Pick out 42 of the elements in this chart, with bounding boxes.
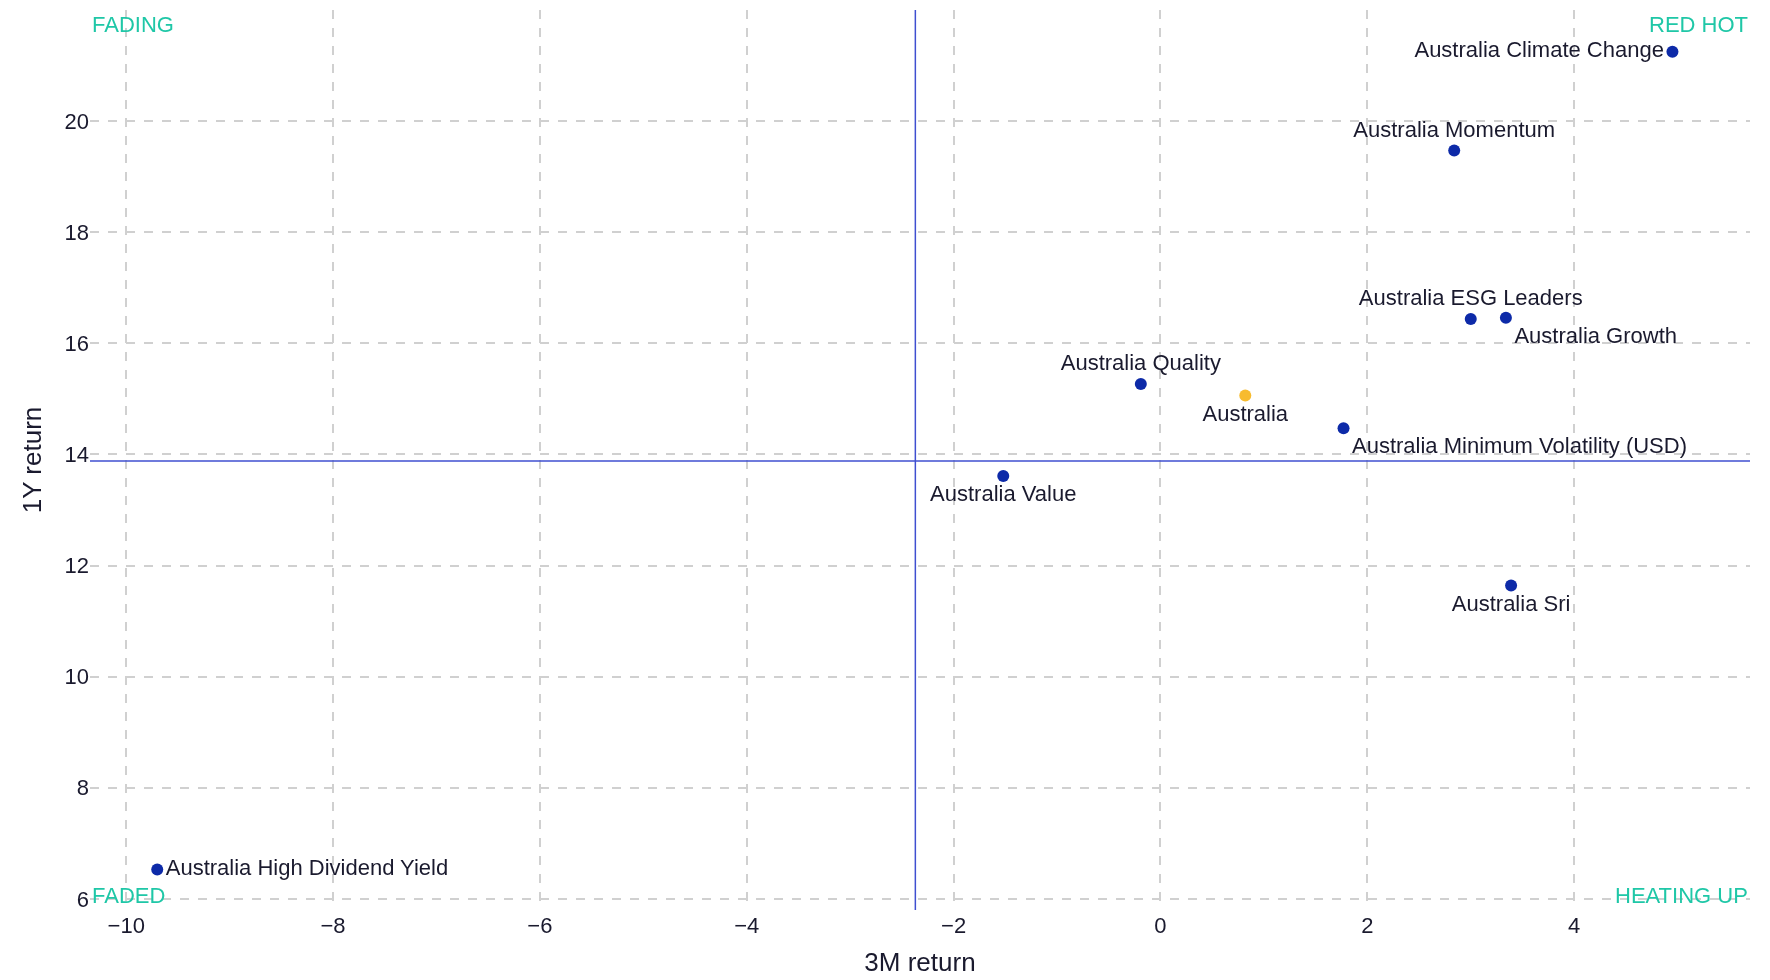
point	[1134, 377, 1147, 390]
point	[1448, 144, 1461, 157]
x-tick-label: −2	[941, 913, 967, 938]
x-tick-label: −8	[320, 913, 346, 938]
series-label: Australia Momentum	[1353, 116, 1556, 142]
x-tick-label: −4	[734, 913, 760, 938]
point	[1499, 311, 1512, 324]
y-tick-label: 8	[76, 775, 89, 801]
series-label: Australia Minimum Volatility (USD)	[1352, 433, 1687, 459]
series-label: Australia Growth	[1514, 322, 1678, 348]
series-label: Australia Climate Change	[1414, 37, 1664, 63]
x-axis-title: 3M return	[864, 946, 976, 977]
annotation: HEATING UP	[1615, 883, 1748, 908]
point	[1666, 45, 1679, 58]
y-tick-label: 14	[64, 442, 89, 468]
series-label: Australia	[1202, 400, 1289, 426]
y-tick-label: 10	[64, 664, 89, 690]
y-tick-label: 12	[64, 553, 89, 579]
y-tick-label: 16	[64, 331, 89, 357]
x-tick-label: −6	[527, 913, 553, 938]
series-label: Australia Sri	[1451, 590, 1571, 616]
point	[1505, 579, 1518, 592]
series-label: Australia High Dividend Yield	[165, 854, 449, 880]
x-tick-label: 2	[1361, 913, 1374, 938]
annotation: RED HOT	[1649, 12, 1748, 37]
x-tick-label: 0	[1154, 913, 1167, 938]
y-tick-label: 18	[64, 219, 89, 245]
point	[1337, 422, 1350, 435]
point	[997, 470, 1010, 483]
y-tick-label: 6	[76, 886, 89, 912]
series-label: Australia Quality	[1060, 349, 1221, 375]
x-tick-label: −10	[107, 913, 145, 938]
y-axis-title: 1Y return	[16, 406, 47, 514]
point	[1464, 312, 1477, 325]
annotation: FADED	[92, 883, 166, 908]
y-tick-label: 20	[64, 108, 89, 134]
point	[151, 863, 164, 876]
series-label: Australia Value	[930, 481, 1077, 507]
point	[1239, 389, 1252, 402]
x-tick-label: 4	[1568, 913, 1581, 938]
series-label: Australia ESG Leaders	[1358, 284, 1583, 310]
annotation: FADING	[92, 12, 174, 37]
